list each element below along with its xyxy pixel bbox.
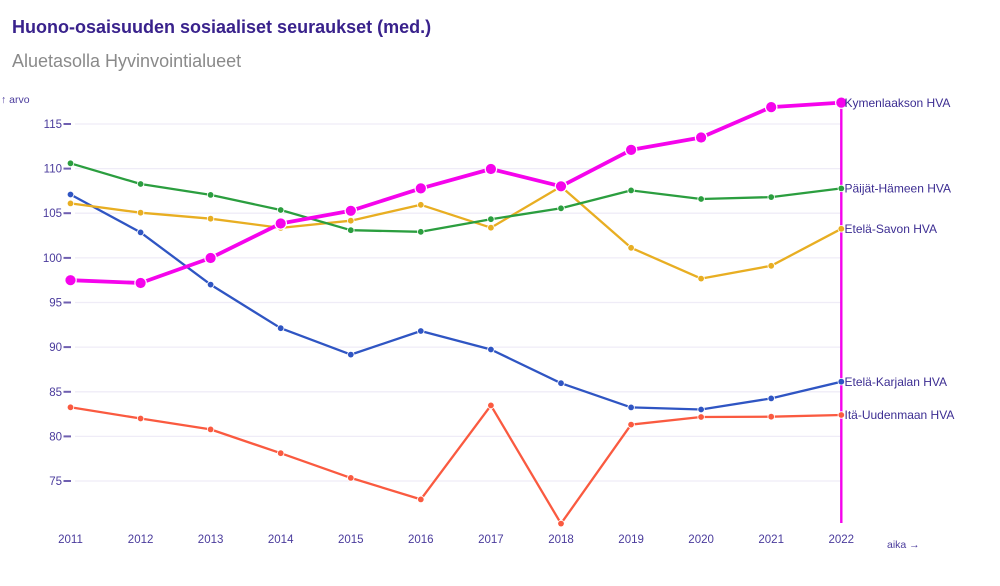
- svg-text:aika →: aika →: [887, 539, 920, 551]
- svg-text:Kymenlaakson HVA: Kymenlaakson HVA: [845, 96, 951, 110]
- svg-text:115: 115: [44, 119, 62, 131]
- svg-text:2012: 2012: [128, 534, 154, 546]
- svg-text:105: 105: [43, 208, 62, 220]
- svg-text:95: 95: [49, 298, 62, 310]
- svg-text:2019: 2019: [618, 534, 644, 546]
- svg-text:2022: 2022: [829, 534, 855, 546]
- svg-text:Etelä-Karjalan HVA: Etelä-Karjalan HVA: [845, 375, 948, 389]
- svg-text:↑ arvo: ↑ arvo: [1, 94, 30, 106]
- svg-text:2020: 2020: [688, 534, 714, 546]
- svg-text:2016: 2016: [408, 534, 434, 546]
- svg-text:110: 110: [44, 164, 62, 176]
- svg-text:2013: 2013: [198, 534, 224, 546]
- svg-text:2014: 2014: [268, 534, 294, 546]
- svg-text:2021: 2021: [758, 534, 784, 546]
- svg-text:2018: 2018: [548, 534, 574, 546]
- svg-text:90: 90: [49, 342, 62, 354]
- svg-text:Etelä-Savon HVA: Etelä-Savon HVA: [845, 222, 938, 236]
- svg-text:85: 85: [49, 387, 62, 399]
- svg-text:100: 100: [43, 253, 62, 265]
- svg-text:2011: 2011: [58, 534, 83, 546]
- svg-text:Itä-Uudenmaan HVA: Itä-Uudenmaan HVA: [845, 408, 955, 422]
- svg-text:Päijät-Hämeen HVA: Päijät-Hämeen HVA: [845, 182, 952, 196]
- svg-text:75: 75: [49, 476, 62, 488]
- svg-text:80: 80: [49, 431, 62, 443]
- svg-text:2017: 2017: [478, 534, 504, 546]
- svg-text:2015: 2015: [338, 534, 364, 546]
